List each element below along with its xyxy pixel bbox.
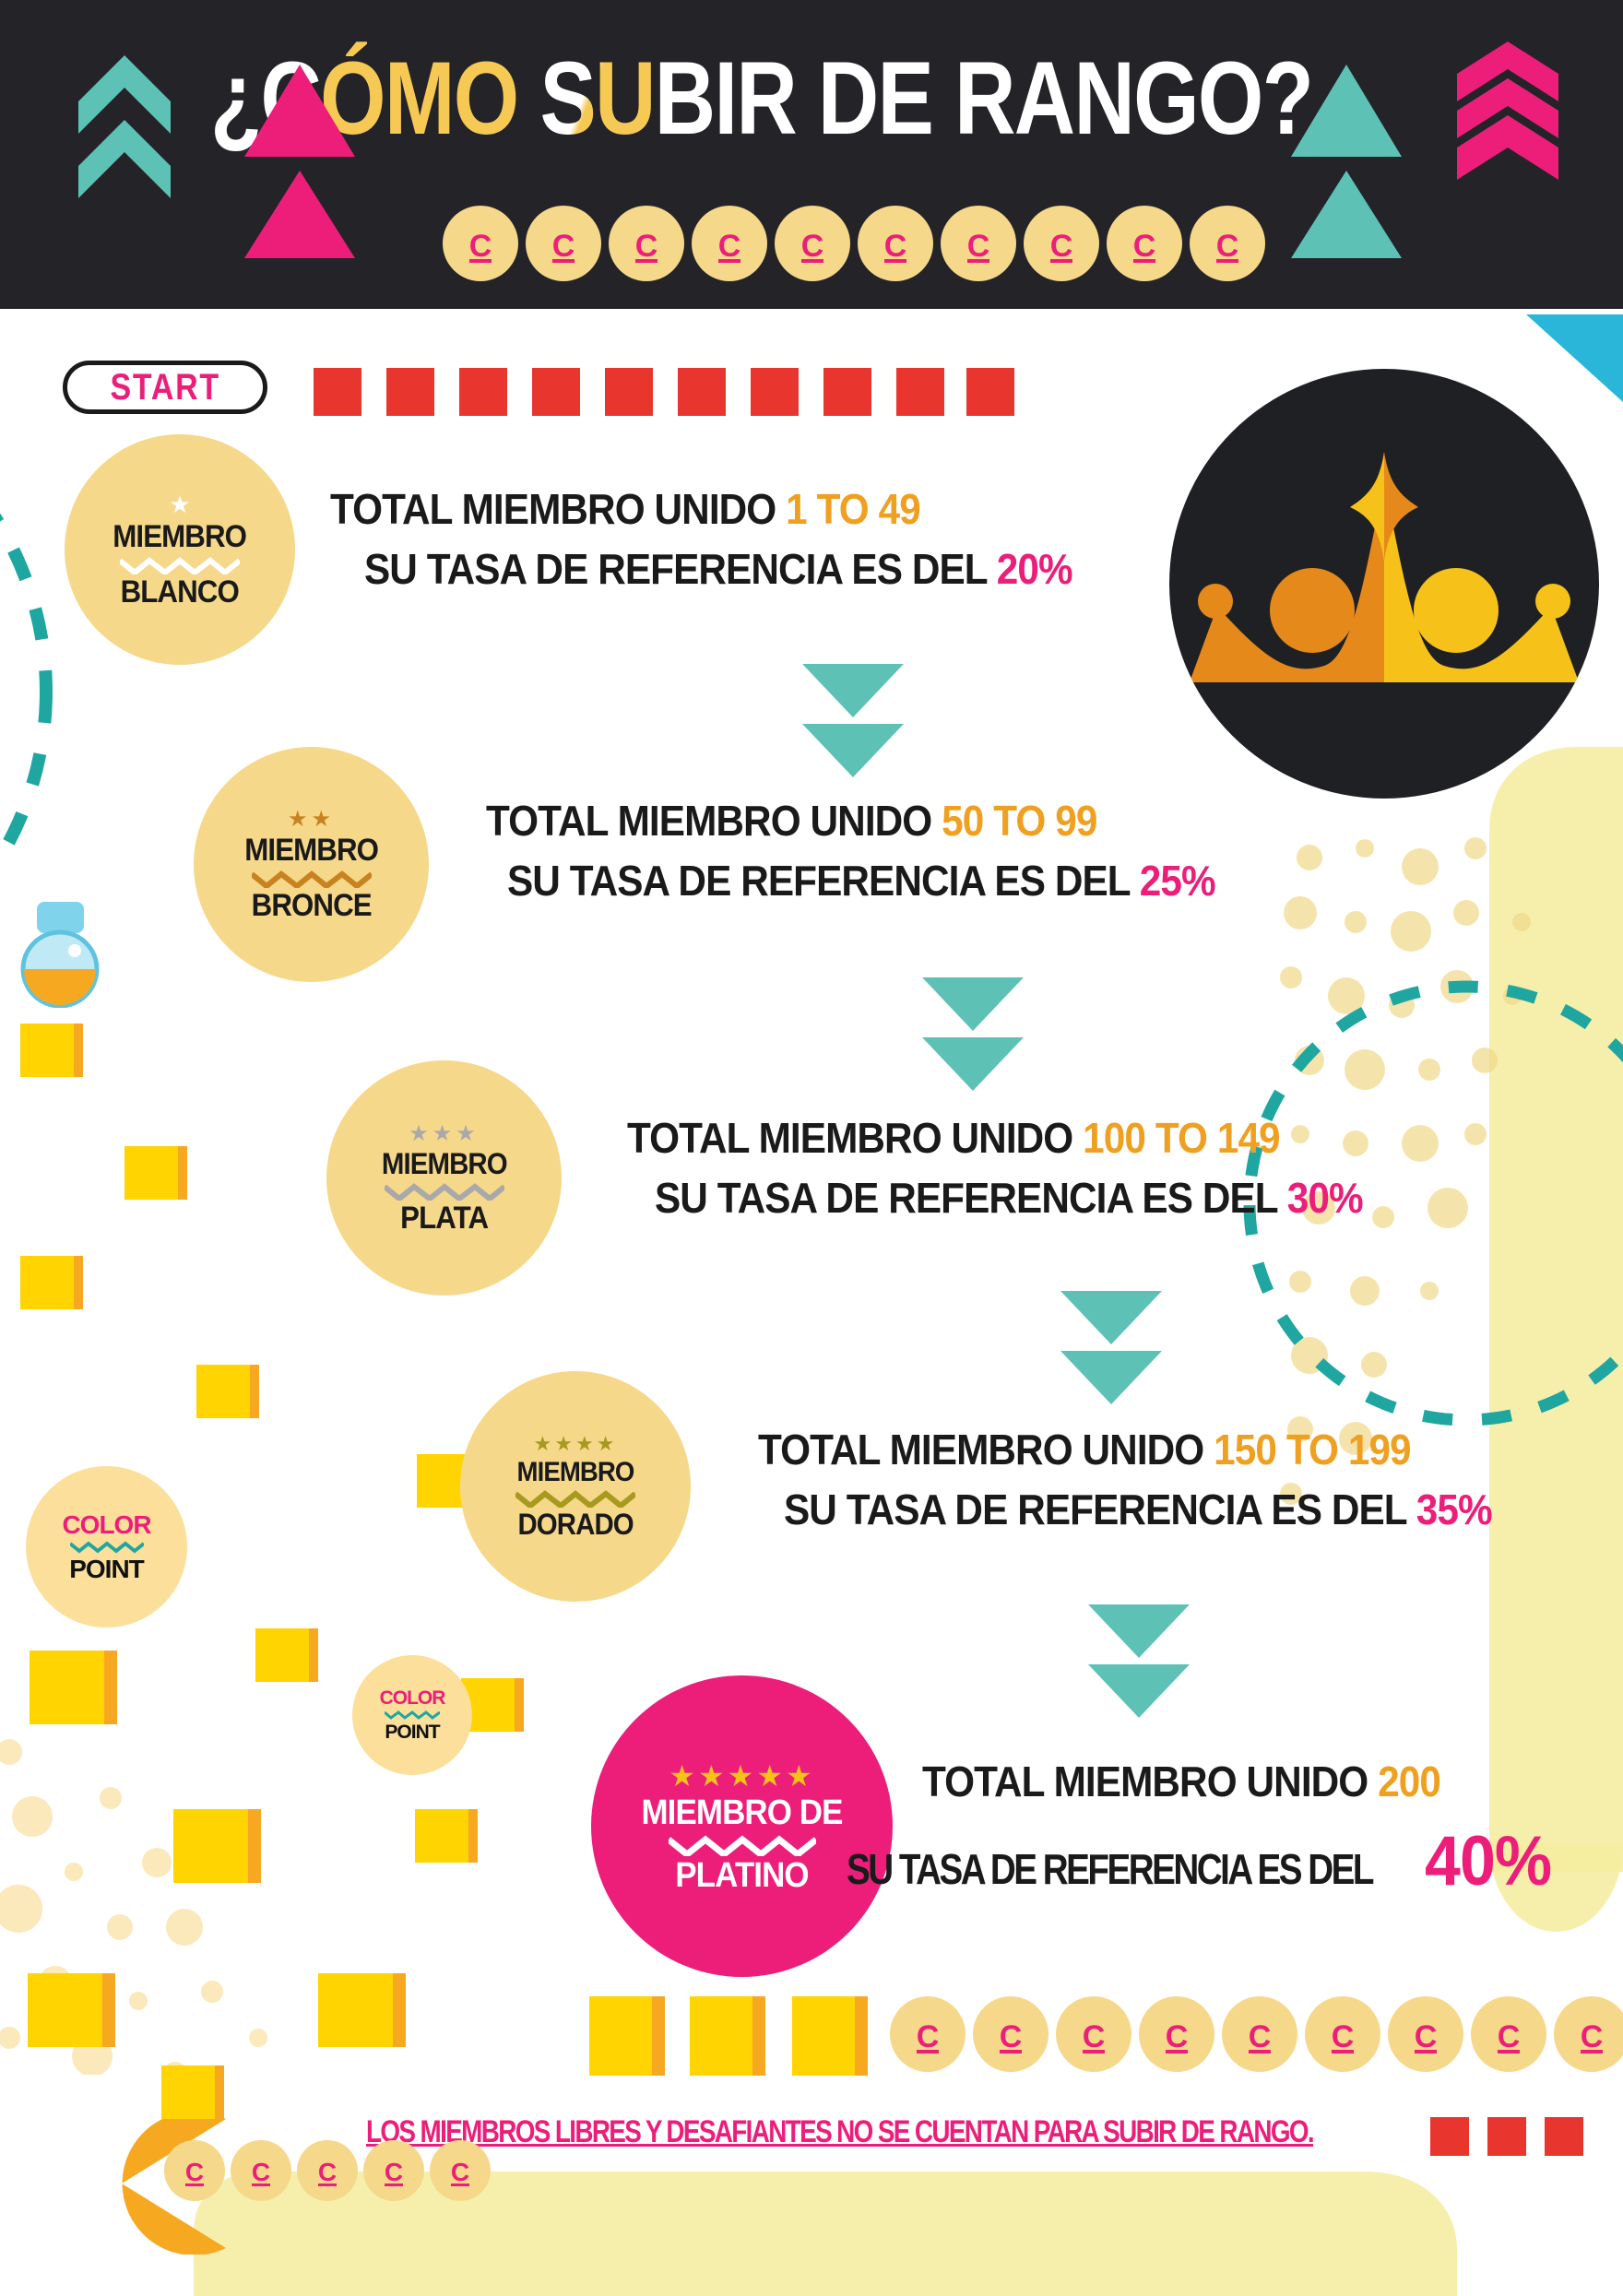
svg-text:C: C: [318, 2158, 337, 2186]
svg-text:C: C: [185, 2158, 204, 2186]
svg-text:C: C: [451, 2158, 469, 2186]
svg-text:C: C: [252, 2158, 270, 2186]
svg-text:C: C: [385, 2158, 403, 2186]
